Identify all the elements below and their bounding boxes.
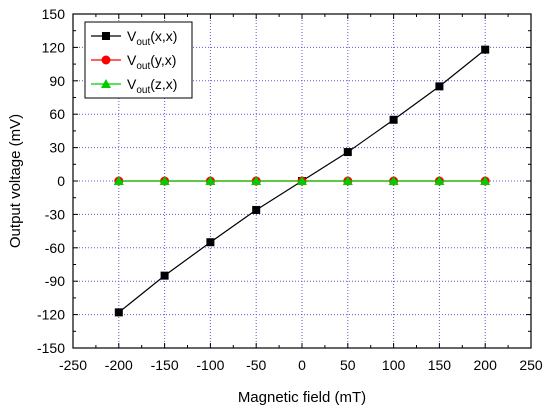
legend-item: Vout(y,x)	[91, 52, 176, 72]
legend-layer: Vout(x,x)Vout(y,x)Vout(z,x)	[84, 21, 193, 99]
legend-label: Vout(y,x)	[127, 52, 176, 72]
y-axis-title: Output voltage (mV)	[7, 114, 24, 248]
axes-layer: -250 -200 -150 -100 -50 0 50 100 150 200 250 -150 -1…	[37, 6, 543, 373]
x-tick-label: 200	[474, 357, 498, 373]
data-point	[297, 176, 307, 185]
x-tick-label: -50	[246, 357, 266, 373]
x-tick-label: 150	[428, 357, 452, 373]
y-tick-label: -60	[45, 240, 65, 256]
legend-label-main: V	[127, 52, 137, 68]
x-axis-title: Magnetic field (mT)	[238, 389, 366, 406]
data-point	[434, 176, 445, 185]
x-tick-label: 250	[519, 357, 543, 373]
data-point	[159, 176, 170, 185]
y-tick-label: 30	[49, 140, 65, 156]
data-point	[252, 205, 261, 214]
legend-label-suffix: (y,x)	[150, 52, 176, 68]
data-point	[388, 176, 399, 185]
legend-label-suffix: (x,x)	[150, 28, 177, 44]
series-layer	[113, 45, 491, 317]
data-point	[160, 271, 169, 280]
y-tick-label: 120	[42, 39, 66, 55]
data-point	[435, 82, 444, 91]
data-point	[251, 176, 262, 185]
x-tick-label: -100	[196, 357, 224, 373]
legend-item: Vout(x,x)	[91, 28, 177, 48]
legend-marker	[102, 32, 110, 40]
legend-marker	[101, 55, 111, 65]
y-tick-label: -90	[45, 273, 65, 289]
legend-label-sub: out	[136, 85, 150, 96]
x-tick-label: 50	[340, 357, 356, 373]
legend-label-main: V	[127, 76, 137, 92]
y-tick-label: 60	[49, 106, 65, 122]
data-point	[343, 148, 352, 157]
data-point	[481, 45, 490, 54]
x-tick-label: -150	[151, 357, 179, 373]
y-tick-label: 0	[57, 173, 65, 189]
y-tick-label: 150	[42, 6, 66, 22]
legend-label-main: V	[127, 28, 137, 44]
data-point	[113, 176, 124, 185]
data-point	[480, 176, 491, 185]
legend-label-sub: out	[136, 61, 150, 72]
x-tick-label: -250	[59, 357, 87, 373]
legend-label-suffix: (z,x)	[150, 76, 177, 92]
y-tick-label: -150	[37, 340, 65, 356]
data-point	[342, 176, 353, 185]
y-tick-label: -120	[37, 307, 65, 323]
x-tick-label: 100	[382, 357, 406, 373]
x-tick-label: -200	[105, 357, 133, 373]
legend-label: Vout(z,x)	[127, 76, 177, 96]
data-point	[389, 115, 398, 124]
data-point	[206, 238, 215, 247]
legend-label-sub: out	[136, 37, 150, 48]
legend-marker	[101, 79, 111, 88]
series-3	[113, 176, 491, 185]
y-tick-label: 90	[49, 73, 65, 89]
legend-label: Vout(x,x)	[127, 28, 177, 48]
data-point	[205, 176, 216, 185]
y-tick-label: -30	[45, 206, 65, 222]
legend-item: Vout(z,x)	[91, 76, 177, 96]
data-point	[114, 308, 123, 317]
x-tick-label: 0	[298, 357, 306, 373]
